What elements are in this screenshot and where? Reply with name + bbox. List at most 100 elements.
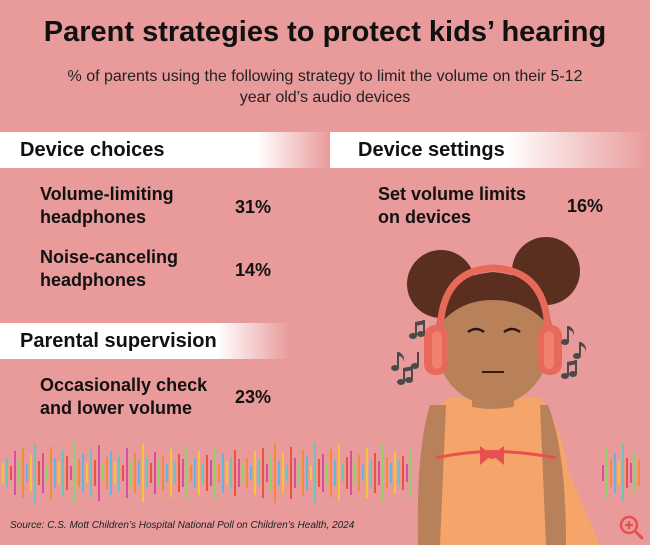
- strategy-label: Volume-limiting headphones: [40, 184, 174, 227]
- sound-wave-bar: [630, 463, 632, 483]
- sound-wave-bar: [42, 453, 44, 493]
- sound-wave-bar: [254, 451, 256, 495]
- sound-wave-bar: [14, 451, 16, 495]
- sound-wave-bar: [258, 460, 260, 486]
- sound-wave-bar: [214, 447, 216, 499]
- sound-wave-bar: [638, 460, 640, 486]
- sound-wave-bar: [238, 459, 240, 487]
- sound-wave-bar: [614, 453, 616, 493]
- sound-wave-bar: [2, 463, 4, 483]
- sound-wave-bar: [178, 454, 180, 492]
- sound-wave-bar: [130, 459, 132, 487]
- eye-right: [503, 327, 521, 334]
- sound-wave-bar: [282, 453, 284, 493]
- sound-wave-bar: [606, 448, 608, 498]
- sound-wave-bar: [626, 458, 628, 488]
- sound-wave-bar: [90, 449, 92, 497]
- sound-wave-bar: [366, 448, 368, 498]
- sound-wave-bar: [270, 455, 272, 491]
- strategy-percent: 14%: [235, 260, 272, 280]
- strategy-percent: 23%: [235, 387, 272, 407]
- arm-right: [540, 405, 566, 545]
- sound-wave-bar: [126, 448, 128, 498]
- sound-wave-bar: [398, 460, 400, 486]
- sound-wave-bar: [302, 450, 304, 496]
- sound-wave-bar: [246, 458, 248, 488]
- sound-wave-bar: [310, 466, 312, 480]
- music-note-icon: [391, 352, 404, 371]
- sound-wave-bar: [394, 452, 396, 494]
- sound-wave-bar: [22, 448, 24, 498]
- section-heading-device-settings: Device settings: [358, 139, 505, 161]
- sound-wave-bar: [634, 452, 636, 494]
- sound-wave-bar: [98, 445, 100, 501]
- sound-wave-bar: [306, 456, 308, 490]
- sound-wave-bar: [358, 455, 360, 491]
- sound-wave-bar: [30, 455, 32, 491]
- sound-wave-bar: [250, 466, 252, 480]
- sound-wave-bar: [62, 450, 64, 496]
- strategy-label: Occasionally check and lower volume: [40, 375, 208, 418]
- sound-wave-bar: [110, 451, 112, 495]
- sound-wave-bar: [382, 444, 384, 502]
- sound-wave-bar: [346, 457, 348, 489]
- shirt: [420, 398, 600, 545]
- sound-wave-bar: [390, 463, 392, 483]
- girl-illustration: [407, 237, 600, 545]
- sound-wave-bar: [294, 458, 296, 488]
- sound-wave-bar: [402, 456, 404, 490]
- sound-wave-bar: [138, 461, 140, 485]
- sound-wave-bar: [362, 465, 364, 481]
- source-note: Source: C.S. Mott Children’s Hospital Na…: [10, 520, 355, 531]
- music-notes: [391, 320, 586, 385]
- sound-wave-bar: [338, 445, 340, 501]
- sound-wave-bar: [286, 465, 288, 481]
- sound-wave-bar: [102, 464, 104, 482]
- sound-wave-bar: [218, 464, 220, 482]
- page-subtitle: % of parents using the following strateg…: [67, 68, 583, 106]
- sound-wave-bar: [610, 459, 612, 487]
- sound-wave-bar: [46, 465, 48, 481]
- music-note-icon: [561, 360, 577, 379]
- sound-wave-bar: [262, 448, 264, 498]
- sound-wave-bar: [174, 462, 176, 484]
- sound-wave-bar: [158, 460, 160, 486]
- sound-wave-bar: [26, 464, 28, 482]
- sound-wave-bar: [226, 461, 228, 485]
- sound-wave-bar: [150, 463, 152, 483]
- sound-wave-bar: [202, 463, 204, 483]
- sound-wave-bar: [298, 462, 300, 484]
- sound-wave-bar: [198, 451, 200, 495]
- sound-wave-bar: [166, 464, 168, 482]
- music-note-icon: [573, 342, 586, 359]
- sound-wave-bar: [114, 462, 116, 484]
- sound-wave-bar: [154, 452, 156, 494]
- section-band-device-choices: [0, 132, 330, 168]
- zoom-in-icon[interactable]: [618, 514, 644, 540]
- sound-wave-bar: [354, 462, 356, 484]
- sound-wave-bar: [122, 465, 124, 481]
- music-note-icon: [561, 326, 574, 345]
- sound-wave-bar: [94, 460, 96, 486]
- sound-wave-bar: [78, 459, 80, 487]
- strategy-percent: 16%: [567, 196, 604, 216]
- sound-wave-bar: [410, 449, 412, 497]
- sound-wave-bar: [234, 450, 236, 496]
- sound-wave-bar: [6, 458, 8, 488]
- sound-wave-bar: [10, 466, 12, 480]
- sound-wave-bar: [290, 447, 292, 499]
- sound-wave-bar: [206, 455, 208, 491]
- hair-top: [436, 272, 552, 330]
- sound-wave-bar: [618, 461, 620, 485]
- sound-wave-bar: [194, 458, 196, 488]
- section-band-parental-supervision: [0, 323, 290, 359]
- sound-wave-bar: [134, 453, 136, 493]
- sound-wave-bar: [142, 444, 144, 502]
- sound-wave-bar: [50, 447, 52, 499]
- sound-wave-bar: [318, 459, 320, 487]
- sound-wave-bar: [370, 459, 372, 487]
- sound-wave-bar: [386, 458, 388, 488]
- sound-wave-bar: [278, 461, 280, 485]
- music-note-icon: [409, 320, 425, 339]
